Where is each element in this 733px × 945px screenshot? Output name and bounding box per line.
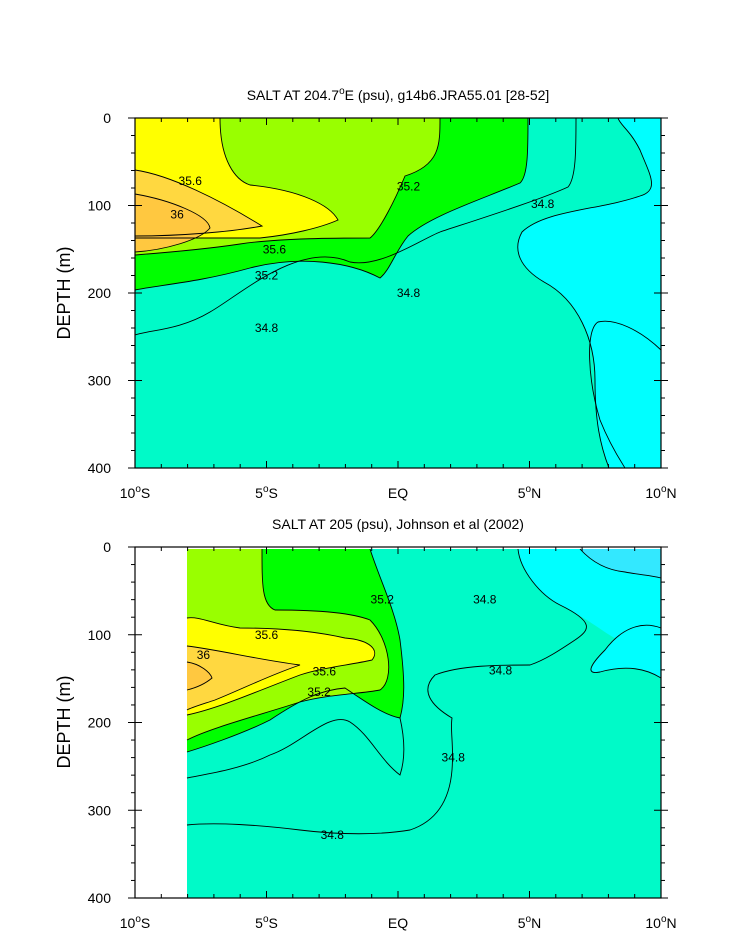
contour-label: 36 [197,648,211,662]
contour-line [186,645,301,711]
chart-title-model: SALT AT 204.7oE (psu), g14b6.JRA55.01 [2… [247,86,550,103]
y-tick-label: 200 [88,285,112,301]
fill-band-below-34-6 [580,549,661,578]
contour-line [517,117,652,469]
y-tick-label: 300 [88,373,112,389]
y-tick-label: 100 [88,627,112,643]
contour-label: 35.2 [307,685,331,699]
contour-line [135,117,339,239]
x-tick-label: EQ [388,485,408,501]
contour-label: 35.2 [371,593,395,607]
contour-line [134,117,529,291]
contour-label: 34.8 [321,828,345,842]
contour-line [134,117,441,256]
y-tick-label: 400 [88,890,112,906]
x-tick-label: 10oS [120,484,150,501]
contour-label: 35.6 [179,174,203,188]
contour-line [579,548,662,579]
contour-line [134,117,577,336]
contour-line [186,548,587,835]
contour-label: 35.6 [263,242,287,256]
fill-band-35-8 [187,646,300,710]
contour-labels: 35.6 36 35.6 35.2 34.8 35.2 34.8 34.8 [170,174,554,335]
filled-contours [135,118,661,468]
y-tick-label: 0 [103,110,111,126]
fill-band-below-34-8-lobe [590,625,661,678]
contour-line [186,548,390,741]
chart-title-observed: SALT AT 205 (psu), Johnson et al (2002) [272,516,524,532]
panel-model-salinity: SALT AT 204.7oE (psu), g14b6.JRA55.01 [2… [54,86,677,501]
fill-band-36-0 [187,662,212,690]
contour-lines [134,117,662,469]
fill-band-36-0 [135,194,210,252]
x-tick-label: EQ [388,915,408,931]
panel-observed-salinity: SALT AT 205 (psu), Johnson et al (2002) [54,516,677,931]
x-tick-label: 10oS [120,914,150,931]
y-tick-label: 0 [103,539,111,555]
x-tick-label: 5oS [255,914,278,931]
contour-line [186,661,213,691]
contour-label: 34.8 [442,751,466,765]
contour-label: 36 [170,207,184,221]
contour-line [134,169,264,237]
y-tick-label: 200 [88,715,112,731]
contour-label: 35.2 [397,179,421,193]
y-tick-label: 100 [88,198,112,214]
filled-contours [187,549,661,898]
contour-line [186,617,376,716]
x-tick-label: 10oN [645,484,676,501]
y-tick-label: 400 [88,460,112,476]
y-axis-label: DEPTH (m) [54,247,74,340]
x-tick-label: 5oN [518,484,541,501]
contour-line [589,320,662,469]
contour-label: 34.8 [489,664,513,678]
contour-line [186,717,405,779]
contour-lines [186,548,662,835]
contour-label: 35.6 [313,665,337,679]
contour-label: 34.8 [473,593,497,607]
axis-ticks: 10oS 5oS EQ 5oN 10oN 0 100 200 300 400 [88,110,677,501]
x-tick-label: 10oN [645,914,676,931]
contour-line [186,548,405,753]
contour-label: 34.8 [255,321,279,335]
contour-label: 34.8 [397,286,421,300]
contour-label: 34.8 [531,197,555,211]
y-axis-label: DEPTH (m) [54,676,74,769]
contour-line [134,193,211,253]
fill-band-35-0 [187,688,404,778]
axis-ticks: 10oS 5oS EQ 5oN 10oN 0 100 200 300 400 [88,539,677,931]
contour-label: 35.6 [255,628,279,642]
contour-line [590,624,662,679]
y-tick-label: 300 [88,802,112,818]
x-tick-label: 5oS [255,484,278,501]
fill-band-below-34-8 [517,118,661,468]
fill-band-35-4-overlay [220,118,440,236]
x-tick-label: 5oN [518,914,541,931]
contour-labels: 35.6 36 35.6 35.2 35.2 34.8 34.8 34.8 34.8 [197,593,513,842]
contour-label: 35.2 [255,269,279,283]
